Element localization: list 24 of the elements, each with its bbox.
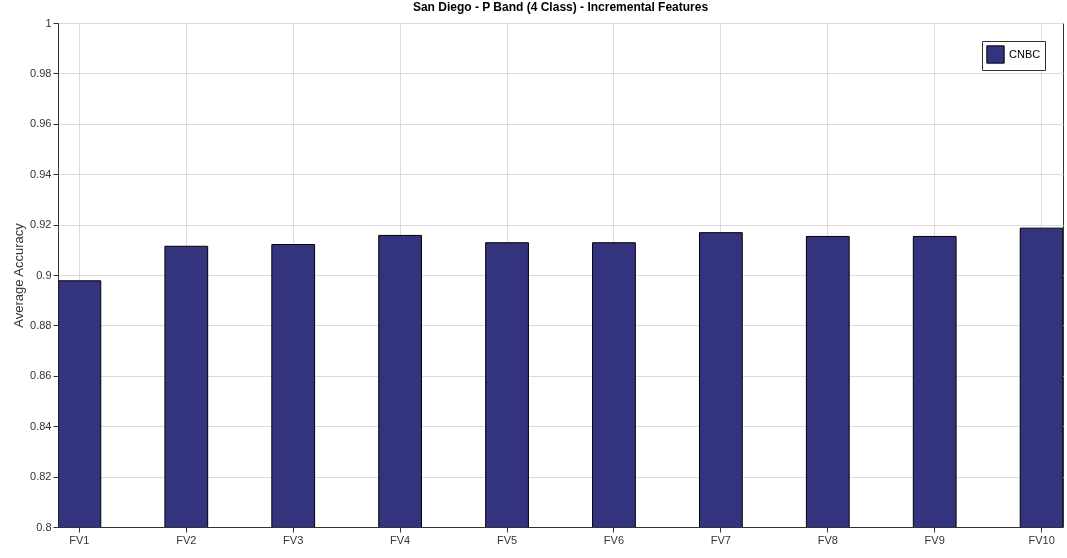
x-tick-label: FV5 [496, 533, 518, 546]
y-tick-label: 0.88 [30, 318, 52, 331]
y-tick-label: 0.94 [30, 167, 52, 180]
y-tick-label: 0.86 [30, 369, 52, 382]
chart-title: San Diego - P Band (4 Class) - Incremental Features [412, 0, 709, 14]
legend-label: CNBC [1009, 47, 1041, 60]
y-tick-label: 0.9 [36, 268, 52, 281]
x-tick-label: FV4 [390, 533, 411, 546]
x-tick-label: FV10 [1028, 533, 1055, 546]
x-tick-label: FV6 [603, 533, 625, 546]
y-tick-label: 0.82 [30, 470, 52, 483]
x-tick-label: FV9 [924, 533, 945, 546]
x-tick-label: FV3 [283, 533, 304, 546]
y-tick-label: 0.8 [36, 520, 52, 533]
x-tick-label: FV7 [710, 533, 731, 546]
y-tick-label: 0.92 [30, 218, 52, 231]
y-axis-title: Average Accuracy [11, 222, 27, 328]
y-tick-label: 0.84 [30, 419, 52, 432]
y-tick-label: 0.96 [30, 117, 52, 130]
y-tick-label: 0.98 [30, 66, 52, 79]
x-tick-label: FV1 [69, 533, 90, 546]
x-tick-label: FV2 [176, 533, 197, 546]
x-tick-label: FV8 [817, 533, 838, 546]
y-tick-label: 1 [45, 16, 52, 29]
